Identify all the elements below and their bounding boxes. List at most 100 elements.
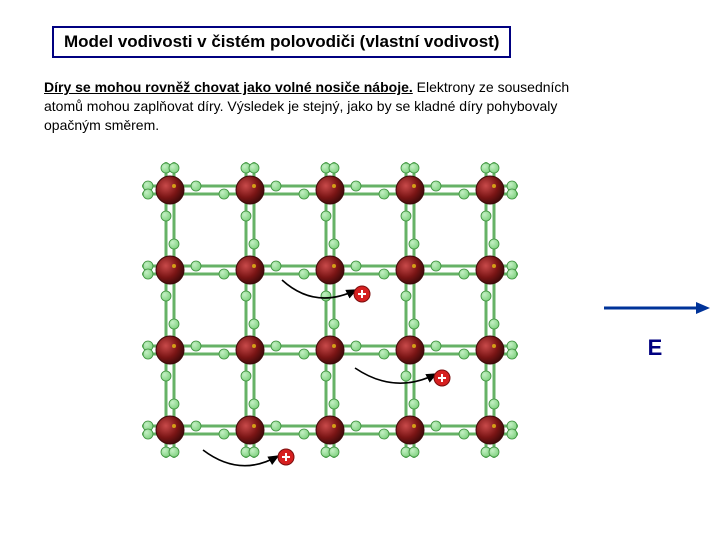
bond-electron [481,371,491,381]
atom-highlight [252,424,256,428]
atom-highlight [252,344,256,348]
bond-electron [169,239,179,249]
bond-electron [329,399,339,409]
bond-electron [143,269,153,279]
bond-electron [219,429,229,439]
bond-electron [409,447,419,457]
bond-electron [143,349,153,359]
atom-highlight [252,184,256,188]
bond-electron [299,429,309,439]
bond-electron [431,341,441,351]
atom-highlight [492,344,496,348]
bond-electron [459,349,469,359]
bond-electron [507,429,517,439]
bond-electron [351,341,361,351]
atom [476,256,504,284]
bond-electron [459,189,469,199]
bond-electron [409,319,419,329]
bond-electron [143,189,153,199]
hole-arrow [355,368,436,383]
bond-electron [191,421,201,431]
atom [316,256,344,284]
bond-electron [321,291,331,301]
bond-electron [507,189,517,199]
atom [476,416,504,444]
atom [476,336,504,364]
atom-highlight [332,344,336,348]
atom-highlight [412,264,416,268]
atom [396,176,424,204]
bond-electron [169,319,179,329]
bond-electron [351,181,361,191]
atom-highlight [412,424,416,428]
atom-highlight [332,264,336,268]
bond-electron [299,189,309,199]
atom [396,416,424,444]
bond-electron [161,211,171,221]
bond-electron [481,211,491,221]
bond-electron [329,447,339,457]
bond-electron [489,163,499,173]
atom [236,416,264,444]
atom-highlight [252,264,256,268]
field-label: E [600,335,710,361]
bond-electron [241,211,251,221]
bond-electron [489,239,499,249]
bond-electron [249,239,259,249]
atom-highlight [172,184,176,188]
atom [236,176,264,204]
atom [236,256,264,284]
bond-electron [219,189,229,199]
bond-electron [161,291,171,301]
bond-electron [169,163,179,173]
bond-electron [329,319,339,329]
bond-electron [459,429,469,439]
hole-arrow [282,280,356,298]
bond-electron [507,349,517,359]
lattice-diagram [130,160,530,510]
bond-electron [271,421,281,431]
bond-electron [379,429,389,439]
bond-electron [299,349,309,359]
bond-electron [329,239,339,249]
atom [396,336,424,364]
atom [156,176,184,204]
atom [316,336,344,364]
bond-electron [249,319,259,329]
bond-electron [431,261,441,271]
bond-electron [161,371,171,381]
atom [236,336,264,364]
bond-electron [249,447,259,457]
bond-electron [489,319,499,329]
atom-highlight [412,184,416,188]
hole-arrow [203,450,278,466]
bond-electron [431,421,441,431]
bond-electron [191,261,201,271]
atom-highlight [332,184,336,188]
bond-electron [489,399,499,409]
bond-electron [271,181,281,191]
description: Díry se mohou rovněž chovat jako volné n… [44,78,604,135]
atom-highlight [172,424,176,428]
description-lead: Díry se mohou rovněž chovat jako volné n… [44,79,413,95]
field-arrow-head [696,302,710,314]
bond-electron [489,447,499,457]
atom-highlight [172,264,176,268]
bond-electron [271,341,281,351]
title-box: Model vodivosti v čistém polovodiči (vla… [52,26,511,58]
bond-electron [169,447,179,457]
atom [156,336,184,364]
bond-electron [219,349,229,359]
bond-electron [401,371,411,381]
bond-electron [249,399,259,409]
bond-electron [241,371,251,381]
bond-electron [401,291,411,301]
atom [316,176,344,204]
bond-electron [351,261,361,271]
bond-electron [321,371,331,381]
atom [396,256,424,284]
bond-electron [143,429,153,439]
atom-highlight [492,184,496,188]
bond-electron [271,261,281,271]
bond-electron [219,269,229,279]
